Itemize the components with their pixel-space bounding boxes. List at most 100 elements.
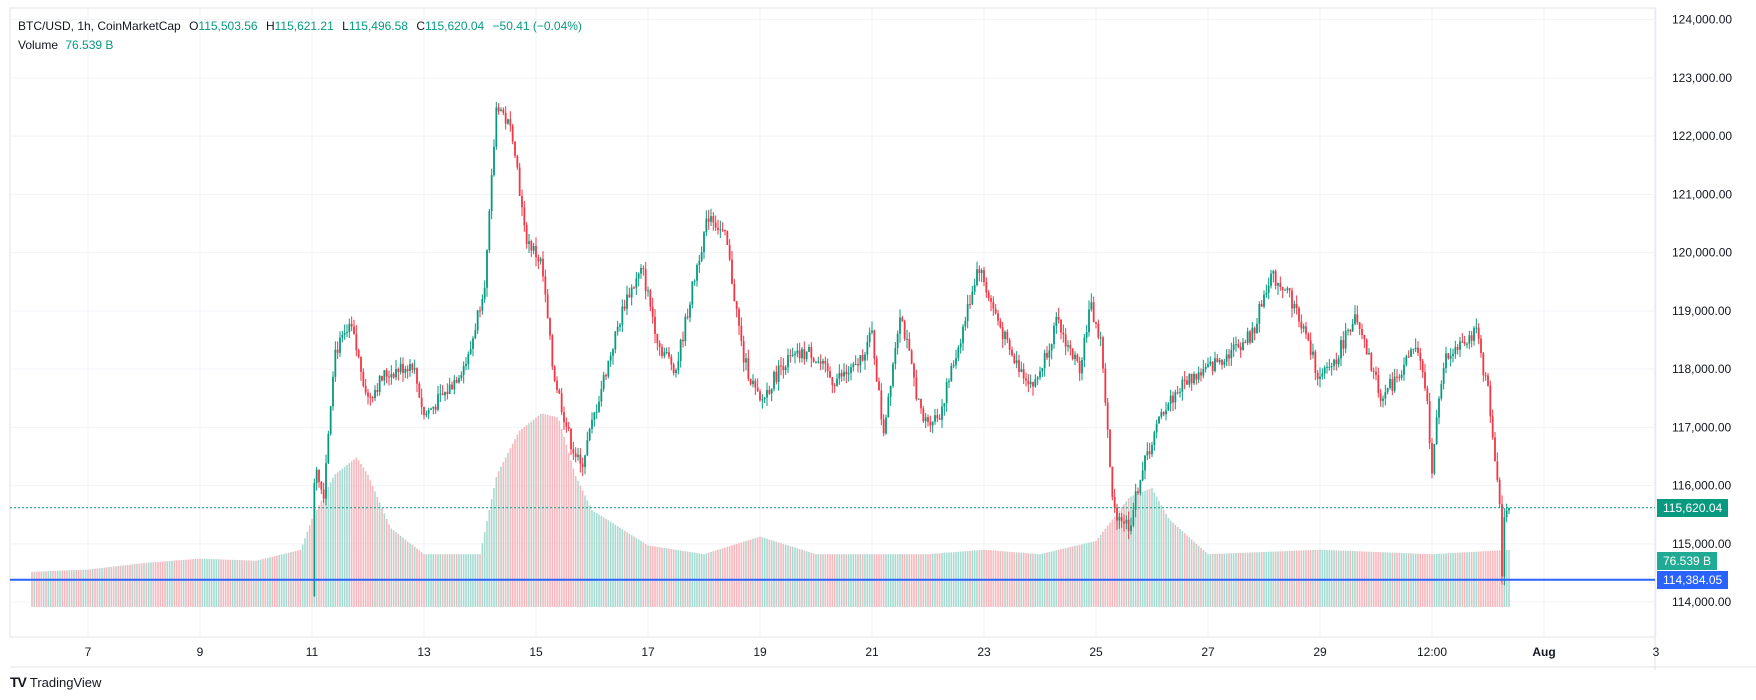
candle-body [871, 330, 873, 333]
volume-bar [1326, 550, 1328, 607]
candle-body [698, 260, 701, 266]
tradingview-brand[interactable]: TV TradingView [10, 674, 101, 690]
candle-body [1333, 359, 1335, 367]
candle-body [703, 232, 705, 252]
candle-body [714, 222, 717, 228]
candle-body [1225, 354, 1228, 362]
candle-body [1365, 339, 1368, 355]
volume-bar [733, 544, 736, 607]
candle-body [978, 269, 981, 273]
candle-body [738, 309, 740, 326]
candle-body [1438, 398, 1440, 418]
candle-body [602, 375, 605, 390]
y-tick-label: 123,000.00 [1672, 71, 1732, 85]
volume-bar [271, 556, 274, 607]
volume-bar [187, 559, 190, 607]
volume-bar [1139, 492, 1142, 607]
candle-body [1463, 341, 1466, 344]
candle-body [448, 384, 451, 394]
volume-bar [621, 529, 624, 607]
candle-body [649, 290, 652, 307]
volume-value: 76.539 B [65, 38, 114, 52]
candle-body [1442, 368, 1445, 384]
volume-bar [250, 560, 253, 607]
candle-body [395, 368, 397, 378]
y-tick-label: 121,000.00 [1672, 187, 1732, 201]
symbol-label: BTC/USD, 1h, CoinMarketCap [18, 19, 181, 33]
volume-bar [591, 510, 593, 607]
candle-body [1377, 375, 1380, 393]
high-key: H [265, 19, 275, 33]
volume-bar [273, 556, 276, 607]
volume-bar [791, 546, 794, 607]
volume-bar [229, 559, 232, 607]
candle-body [430, 408, 432, 410]
candle-body [705, 218, 708, 233]
candle-body [378, 375, 381, 392]
candle-body [740, 325, 743, 342]
volume-bar [675, 549, 677, 607]
volume-bar [1193, 541, 1195, 607]
candle-body [866, 342, 869, 355]
candle-body [845, 371, 848, 375]
candle-body [346, 332, 348, 334]
volume-bar [1330, 550, 1333, 607]
volume-bar [495, 477, 498, 607]
candle-body [553, 366, 556, 381]
volume-bar [311, 518, 313, 607]
volume-bar [530, 421, 533, 607]
volume-bar [754, 538, 757, 607]
candle-body [1459, 341, 1461, 350]
candle-body [1347, 330, 1349, 332]
volume-bar [544, 414, 547, 607]
candle-body [966, 304, 969, 321]
candle-body [1368, 352, 1370, 355]
open-key: O [189, 19, 199, 33]
volume-bar [1151, 488, 1153, 607]
volume-bar [280, 554, 283, 607]
candle-body [630, 287, 633, 298]
volume-bar [1195, 543, 1198, 607]
candle-body [1244, 342, 1247, 344]
candle-body [691, 281, 694, 305]
candle-body [1039, 371, 1041, 378]
candle-body [1291, 290, 1293, 309]
candle-body [1452, 353, 1454, 357]
volume-bar [339, 470, 341, 607]
candle-body [1123, 521, 1125, 524]
volume-bar [182, 559, 185, 607]
volume-bar [388, 524, 390, 607]
volume-bar [525, 425, 528, 607]
candle-body [1074, 354, 1076, 359]
volume-bar [584, 495, 586, 607]
candle-body [1468, 335, 1471, 344]
candlesticks [313, 101, 1510, 597]
candle-body [1503, 517, 1506, 577]
candle-body [1060, 319, 1062, 333]
volume-bar [175, 560, 178, 607]
candle-body [544, 276, 547, 295]
candle-body [495, 107, 498, 147]
candle-body [733, 283, 736, 302]
volume-bar [1155, 496, 1158, 607]
volume-bar [976, 550, 978, 607]
candle-body [357, 350, 360, 357]
candle-body [1095, 322, 1097, 324]
candle-body [425, 413, 428, 416]
candle-body [1319, 376, 1321, 380]
volume-bar [98, 568, 101, 607]
candle-body [696, 265, 698, 281]
candle-body [336, 349, 339, 353]
candle-body [1132, 509, 1135, 526]
candle-body [1207, 364, 1209, 367]
volume-bar [560, 428, 563, 607]
volume-bar [633, 536, 635, 607]
candle-body [899, 317, 901, 334]
candle-body [796, 350, 799, 354]
candle-body [626, 294, 628, 309]
volume-bar [749, 539, 752, 607]
candle-body [409, 364, 411, 372]
candle-body [784, 367, 787, 371]
volume-bar [192, 559, 194, 607]
